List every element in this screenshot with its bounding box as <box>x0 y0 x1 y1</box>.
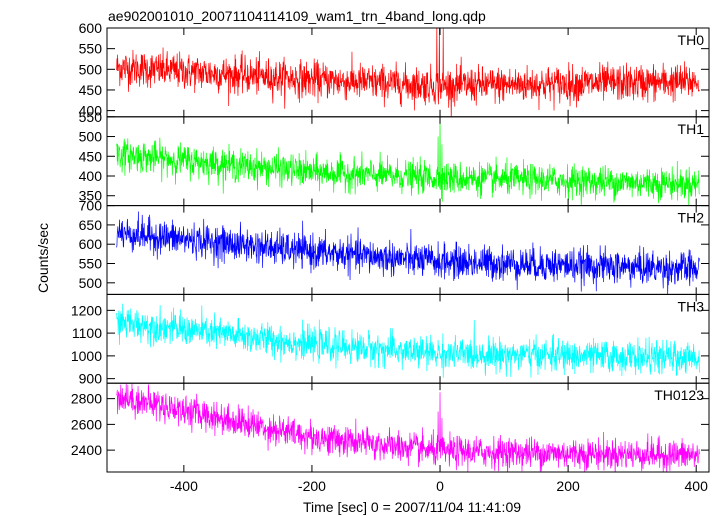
y-tick-label: 350 <box>79 188 103 204</box>
series-label-th3: TH3 <box>678 298 705 314</box>
y-tick-label: 400 <box>79 103 103 119</box>
panel-frame <box>106 382 710 473</box>
y-tick-label: 2600 <box>71 416 102 432</box>
series-line-th1 <box>116 116 700 206</box>
x-tick-label: 400 <box>685 478 709 494</box>
y-tick-label: 600 <box>79 236 103 252</box>
y-tick-label: 2800 <box>71 391 102 407</box>
y-tick-label: 1200 <box>71 302 102 318</box>
x-axis-label: Time [sec] 0 = 2007/11/04 11:41:09 <box>303 499 521 515</box>
y-tick-label: 2400 <box>71 442 102 458</box>
panel-frame <box>106 293 710 384</box>
series-line-th0123 <box>116 383 700 473</box>
series-label-th2: TH2 <box>678 210 705 226</box>
y-tick-label: 500 <box>79 129 103 145</box>
y-tick-label: 500 <box>79 61 103 77</box>
chart-title: ae902001010_20071104114109_wam1_trn_4ban… <box>108 8 486 24</box>
y-tick-label: 700 <box>79 198 103 214</box>
series-line-th0 <box>116 28 700 117</box>
x-tick-label: 0 <box>436 478 444 494</box>
y-tick-label: 400 <box>79 168 103 184</box>
series-label-th0123: TH0123 <box>654 387 704 403</box>
y-tick-label: 550 <box>79 41 103 57</box>
x-tick-label: -400 <box>170 478 198 494</box>
y-tick-label: 450 <box>79 148 103 164</box>
y-axis-label: Counts/sec <box>35 223 51 293</box>
series-line-th3 <box>116 303 700 378</box>
y-tick-label: 1100 <box>72 325 102 341</box>
series-label-th1: TH1 <box>678 121 705 137</box>
y-tick-label: 650 <box>79 217 103 233</box>
y-tick-label: 550 <box>79 109 103 125</box>
y-tick-label: 550 <box>79 256 103 272</box>
y-tick-label: 1000 <box>71 348 102 364</box>
series-label-th0: TH0 <box>678 32 705 48</box>
y-tick-label: 500 <box>79 275 103 291</box>
x-tick-label: 200 <box>556 478 580 494</box>
series-line-th2 <box>116 211 700 295</box>
y-tick-label: 600 <box>79 20 103 36</box>
panels: 400 450 500 550 600 TH0 350 400 450 500 550 TH1 500 5… <box>71 20 710 494</box>
y-tick-label: 450 <box>79 82 103 98</box>
x-tick-label: -200 <box>298 478 326 494</box>
y-tick-label: 900 <box>79 371 103 387</box>
